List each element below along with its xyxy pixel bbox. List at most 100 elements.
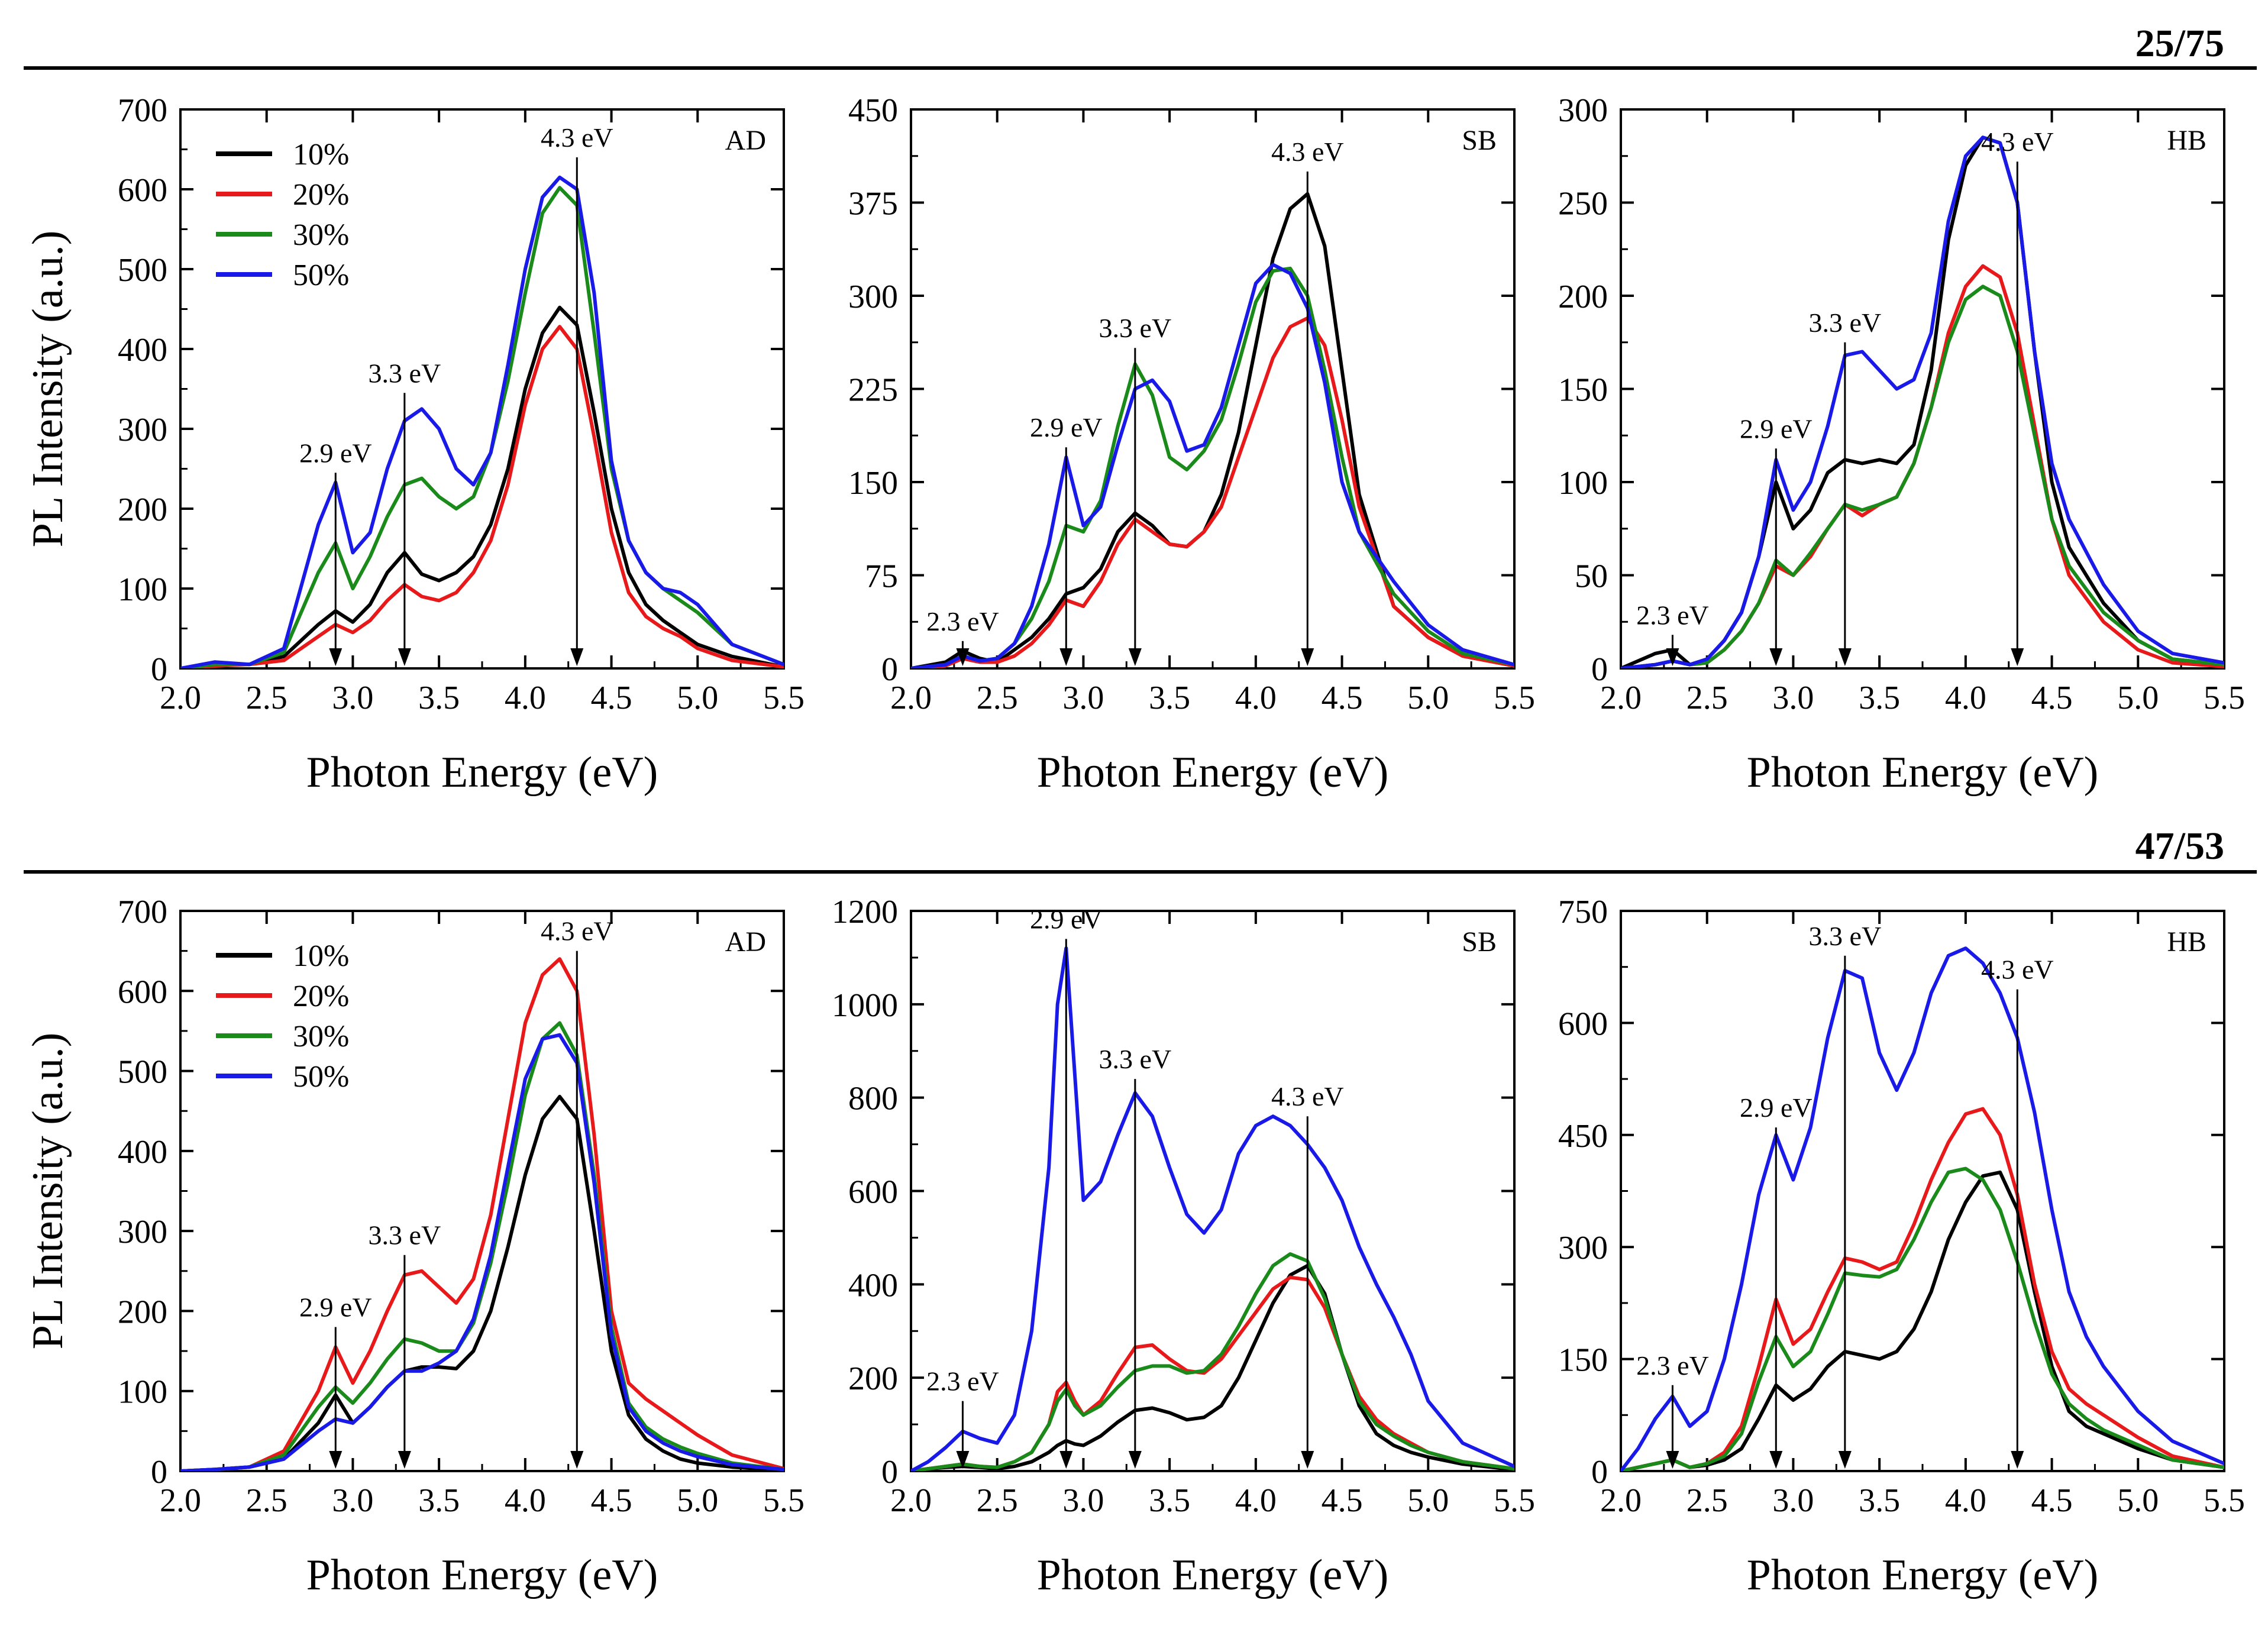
chart-1-y-tick-label: 450: [848, 92, 898, 129]
chart-5-y-tick-label: 450: [1558, 1118, 1608, 1155]
chart-2-x-tick-label: 3.5: [1859, 680, 1900, 716]
chart-4-peak-label: 2.3 eV: [926, 1366, 999, 1397]
chart-0-peak-marker-arrow: [398, 648, 411, 666]
chart-5-series-line-10pct: [1621, 1170, 2224, 1471]
chart-3-peak-label: 3.3 eV: [369, 1220, 441, 1250]
chart-4-x-tick-label: 5.0: [1407, 1482, 1449, 1519]
chart-4-y-tick-label: 400: [848, 1267, 898, 1304]
chart-5-y-tick-label: 150: [1558, 1342, 1608, 1379]
chart-5-peak-marker-arrow: [2011, 1451, 2024, 1469]
chart-5-x-tick-label: 2.0: [1600, 1482, 1642, 1519]
chart-2-x-tick-label: 4.5: [2031, 680, 2073, 716]
chart-0-y-tick-label: 400: [118, 332, 167, 369]
chart-2-panel-label: HB: [2167, 125, 2206, 156]
chart-1-x-tick-label: 4.0: [1235, 680, 1277, 716]
chart-0-legend-label: 20%: [293, 178, 349, 212]
chart-0-y-tick-label: 0: [151, 651, 167, 688]
chart-5-series-line-50pct: [1621, 946, 2224, 1471]
chart-3-x-axis-label: Photon Energy (eV): [306, 1551, 658, 1599]
chart-1-peak-label: 2.3 eV: [926, 606, 999, 636]
chart-4-panel-label: SB: [1462, 926, 1497, 958]
chart-4-peak-marker-arrow: [1301, 1451, 1314, 1469]
chart-5-x-tick-label: 3.0: [1772, 1482, 1814, 1519]
chart-3-series-line-50pct: [180, 1033, 784, 1471]
chart-2-peak-marker-arrow: [1838, 648, 1852, 666]
chart-5-y-tick-label: 750: [1558, 894, 1608, 930]
chart-3-y-tick-label: 200: [118, 1294, 167, 1330]
chart-4-x-tick-label: 3.5: [1149, 1482, 1190, 1519]
chart-2-y-tick-label: 250: [1558, 186, 1608, 222]
chart-3-legend-label: 30%: [293, 1020, 349, 1053]
chart-5-x-tick-label: 4.5: [2031, 1482, 2073, 1519]
chart-2-x-tick-label: 2.5: [1687, 680, 1728, 716]
chart-1-peak-label: 4.3 eV: [1271, 137, 1344, 167]
chart-3-x-tick-label: 4.0: [505, 1482, 546, 1519]
chart-4-x-tick-label: 4.0: [1235, 1482, 1277, 1519]
chart-5-series-line-30pct: [1621, 1166, 2224, 1471]
chart-5-x-tick-label: 3.5: [1859, 1482, 1900, 1519]
chart-0-y-tick-label: 100: [118, 571, 167, 608]
chart-1-series-line-30pct: [911, 266, 1514, 668]
chart-0-panel-label: AD: [725, 125, 766, 156]
chart-2-peak-label: 2.9 eV: [1740, 413, 1813, 444]
chart-1-plot-frame: [910, 108, 1516, 670]
chart-2-plot-frame: [1620, 108, 2225, 670]
chart-4-peak-marker-arrow: [956, 1451, 970, 1469]
chart-0-y-tick-label: 600: [118, 172, 167, 209]
chart-2-x-tick-label: 5.5: [2204, 680, 2245, 716]
chart-0-x-tick-label: 4.5: [591, 680, 632, 716]
chart-5-x-tick-label: 4.0: [1945, 1482, 1986, 1519]
chart-3-peak-label: 2.9 eV: [299, 1292, 372, 1322]
chart-5-peak-label: 3.3 eV: [1809, 921, 1882, 951]
chart-2-peak-marker-arrow: [1666, 648, 1679, 666]
chart-0-y-tick-label: 300: [118, 412, 167, 448]
chart-3-series-line-10pct: [180, 1094, 784, 1471]
chart-3-peak-marker-arrow: [398, 1451, 411, 1469]
chart-4-peak-label: 2.9 eV: [1030, 904, 1103, 934]
chart-5-x-axis-label: Photon Energy (eV): [1747, 1551, 2099, 1599]
chart-4-peak-marker-arrow: [1128, 1451, 1142, 1469]
chart-3-y-tick-label: 100: [118, 1374, 167, 1411]
chart-2-y-tick-label: 300: [1558, 92, 1608, 129]
chart-0-x-tick-label: 4.0: [505, 680, 546, 716]
chart-1-peak-marker-arrow: [1059, 648, 1073, 666]
chart-5-peak-marker-arrow: [1838, 1451, 1852, 1469]
chart-1-y-tick-label: 375: [848, 186, 898, 222]
chart-0-series-line-30pct: [180, 186, 784, 668]
group-title-bottom: 47/53: [2135, 825, 2224, 868]
chart-1-series-line-50pct: [911, 263, 1514, 668]
chart-4-x-axis-label: Photon Energy (eV): [1037, 1551, 1389, 1599]
chart-5-peak-marker-arrow: [1666, 1451, 1679, 1469]
chart-4-x-tick-label: 4.5: [1322, 1482, 1363, 1519]
chart-3-legend-label: 10%: [293, 939, 349, 973]
chart-1-peak-label: 3.3 eV: [1099, 313, 1172, 343]
chart-3-x-tick-label: 3.0: [332, 1482, 373, 1519]
chart-3-panel-label: AD: [725, 926, 766, 958]
chart-2-series-line-20pct: [1621, 264, 2224, 668]
chart-0-x-tick-label: 3.5: [418, 680, 460, 716]
chart-0-legend-label: 30%: [293, 218, 349, 252]
chart-3-x-tick-label: 2.5: [246, 1482, 287, 1519]
chart-4-x-tick-label: 2.0: [890, 1482, 932, 1519]
chart-1-y-tick-label: 225: [848, 372, 898, 409]
chart-0-y-tick-label: 200: [118, 492, 167, 528]
chart-3-series-line-30pct: [180, 1021, 784, 1471]
chart-5-y-tick-label: 300: [1558, 1230, 1608, 1266]
chart-0-legend-label: 10%: [293, 138, 349, 172]
chart-3-x-tick-label: 5.5: [763, 1482, 805, 1519]
chart-1-x-tick-label: 2.5: [977, 680, 1018, 716]
chart-5-peak-label: 4.3 eV: [1981, 955, 2054, 985]
chart-4-series-line-10pct: [911, 1263, 1514, 1471]
chart-0-peak-marker-arrow: [329, 648, 343, 666]
chart-3-x-tick-label: 3.5: [418, 1482, 460, 1519]
chart-5-peak-marker-arrow: [1769, 1451, 1783, 1469]
chart-1-peak-marker-arrow: [1128, 648, 1142, 666]
chart-1-x-tick-label: 3.0: [1062, 680, 1104, 716]
chart-3-y-tick-label: 700: [118, 894, 167, 930]
chart-3-x-tick-label: 5.0: [677, 1482, 718, 1519]
chart-2-y-tick-label: 0: [1591, 651, 1608, 688]
chart-3-series-line-20pct: [180, 957, 784, 1471]
chart-0-peak-label: 2.9 eV: [299, 438, 372, 468]
chart-2-peak-marker-arrow: [1769, 648, 1783, 666]
